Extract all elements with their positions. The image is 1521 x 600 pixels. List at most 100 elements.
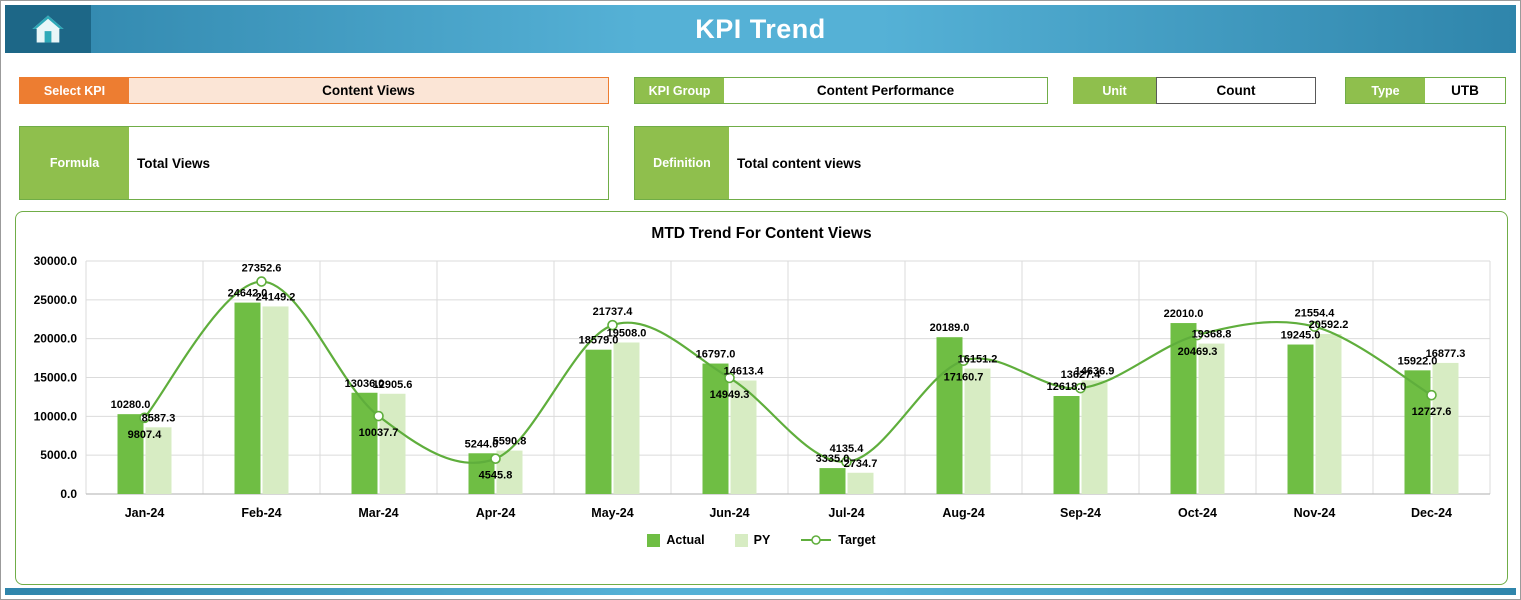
target-marker <box>489 453 501 464</box>
label-actual: 3335.0 <box>815 453 849 465</box>
bar-py <box>730 380 756 494</box>
label-actual: 19245.0 <box>1280 330 1320 342</box>
x-axis-tick: Oct-24 <box>1178 506 1217 520</box>
label-actual: 12618.0 <box>1046 381 1086 393</box>
bar-actual <box>1053 396 1079 494</box>
unit-control: Unit Count <box>1073 77 1316 104</box>
y-axis-tick: 30000.0 <box>33 254 77 268</box>
label-py: 19368.8 <box>1191 329 1231 341</box>
target-marker <box>723 372 735 384</box>
label-py: 14613.4 <box>723 366 764 378</box>
y-axis-tick: 20000.0 <box>33 332 77 346</box>
x-axis-tick: Jul-24 <box>828 506 864 520</box>
bar-py <box>145 427 171 494</box>
bar-actual <box>1170 323 1196 494</box>
page-title: KPI Trend <box>695 13 826 44</box>
home-icon <box>32 15 64 43</box>
label-target: 12727.6 <box>1411 406 1451 418</box>
bar-py <box>964 368 990 494</box>
select-kpi-button[interactable]: Select KPI <box>20 78 129 103</box>
chart-legend: Actual PY Target <box>16 533 1507 547</box>
label-actual: 16797.0 <box>695 349 735 361</box>
chart-title: MTD Trend For Content Views <box>651 225 872 242</box>
bar-actual <box>702 363 728 494</box>
label-target: 21737.4 <box>592 306 633 318</box>
definition-label: Definition <box>635 127 729 199</box>
home-button[interactable] <box>5 5 91 53</box>
label-actual: 10280.0 <box>110 399 150 411</box>
legend-label-actual: Actual <box>666 533 705 547</box>
legend-swatch-actual <box>647 533 661 547</box>
legend-item-py[interactable]: PY <box>734 533 771 547</box>
x-axis-tick: Nov-24 <box>1293 506 1335 520</box>
bar-actual <box>1287 344 1313 494</box>
x-axis-tick: Dec-24 <box>1411 506 1452 520</box>
bar-actual <box>1404 370 1430 494</box>
bar-py <box>496 450 522 494</box>
label-target: 4545.8 <box>478 470 512 482</box>
legend-label-target: Target <box>838 533 876 547</box>
target-marker <box>255 276 267 287</box>
y-axis-tick: 25000.0 <box>33 293 77 307</box>
select-kpi-value[interactable]: Content Views <box>129 78 608 103</box>
target-marker <box>840 456 852 468</box>
kpi-group-label: KPI Group <box>635 78 724 103</box>
bar-py <box>1198 343 1224 494</box>
bar-py <box>1315 334 1341 494</box>
label-target: 10037.7 <box>358 427 398 439</box>
legend-swatch-py <box>734 533 748 547</box>
label-py: 16151.2 <box>957 354 997 366</box>
x-axis-tick: Sep-24 <box>1060 506 1101 520</box>
y-axis-tick: 5000.0 <box>40 448 77 462</box>
formula-value: Total Views <box>129 127 608 199</box>
legend-label-py: PY <box>753 533 771 547</box>
legend-item-actual[interactable]: Actual <box>647 533 705 547</box>
y-axis-tick: 0.0 <box>60 487 77 501</box>
bar-py <box>1432 362 1458 494</box>
x-axis-tick: Mar-24 <box>358 506 398 520</box>
target-marker <box>1308 321 1320 332</box>
label-actual: 22010.0 <box>1163 308 1203 320</box>
x-axis-tick: May-24 <box>591 506 633 520</box>
label-py: 20592.2 <box>1308 319 1348 331</box>
label-target: 20469.3 <box>1177 346 1217 358</box>
bar-py <box>262 306 288 494</box>
bar-actual <box>234 302 260 494</box>
formula-control: Formula Total Views <box>19 126 609 200</box>
type-control: Type UTB <box>1345 77 1506 104</box>
x-axis-tick: Aug-24 <box>942 506 984 520</box>
bar-actual <box>585 349 611 494</box>
bar-py <box>1081 380 1107 494</box>
bar-actual <box>117 414 143 494</box>
bar-actual <box>351 392 377 494</box>
label-actual: 15922.0 <box>1397 355 1437 367</box>
x-axis-tick: Jun-24 <box>709 506 749 520</box>
label-py: 19508.0 <box>606 327 646 339</box>
y-axis-tick: 15000.0 <box>33 371 77 385</box>
label-target: 9807.4 <box>127 429 162 441</box>
unit-label: Unit <box>1073 77 1156 104</box>
formula-label: Formula <box>20 127 129 199</box>
header-bar: KPI Trend <box>5 5 1516 53</box>
label-actual: 18579.0 <box>578 335 618 347</box>
target-marker <box>372 410 384 422</box>
label-target: 27352.6 <box>241 263 281 275</box>
label-py: 12905.6 <box>372 379 412 391</box>
legend-item-target[interactable]: Target <box>800 533 876 547</box>
target-marker <box>1425 389 1437 401</box>
bar-actual <box>819 468 845 494</box>
definition-control: Definition Total content views <box>634 126 1506 200</box>
label-target: 21554.4 <box>1294 308 1335 320</box>
label-target: 4135.4 <box>829 443 864 455</box>
bar-py <box>613 342 639 494</box>
label-target: 14949.3 <box>709 389 749 401</box>
x-axis-tick: Apr-24 <box>475 506 515 520</box>
x-axis-tick: Jan-24 <box>124 506 164 520</box>
label-py: 24149.2 <box>255 291 295 303</box>
target-marker <box>957 355 969 367</box>
label-actual: 24642.0 <box>227 288 267 300</box>
type-value: UTB <box>1425 78 1505 103</box>
legend-target-swatch <box>801 535 832 545</box>
label-py: 14636.9 <box>1074 365 1114 377</box>
